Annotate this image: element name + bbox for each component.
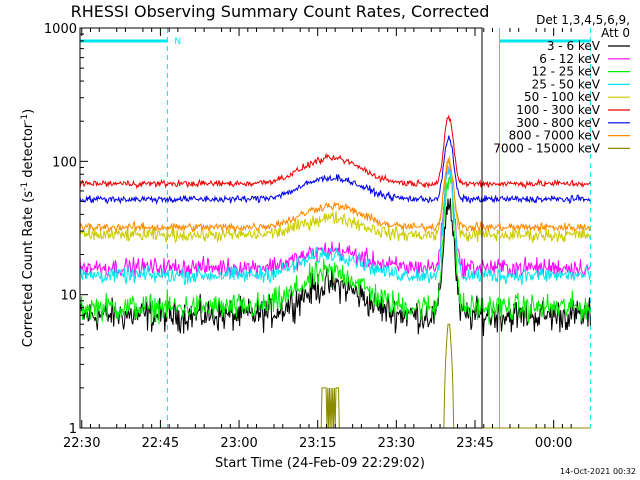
x-tick-label: 23:45 <box>456 436 493 451</box>
plot-frame <box>79 27 483 429</box>
series-line <box>79 198 591 337</box>
chart-title: RHESSI Observing Summary Count Rates, Co… <box>71 2 490 21</box>
y-tick-label: 1 <box>69 422 77 437</box>
y-tick-label: 1000 <box>44 22 77 37</box>
legend-label: 6 - 12 keV <box>539 52 601 66</box>
series-line <box>79 164 591 280</box>
series-line <box>79 158 591 234</box>
legend-label: 25 - 50 keV <box>532 77 601 91</box>
y-tick-label: 10 <box>60 289 77 304</box>
series-line <box>79 135 591 205</box>
x-axis: 22:30 22:45 23:00 23:15 23:30 23:45 00:00 <box>63 28 572 451</box>
legend-header-attenuator: Att 0 <box>601 26 630 40</box>
y-axis: 1 10 100 1000 <box>44 22 88 437</box>
legend-label: 7000 - 15000 keV <box>493 141 600 155</box>
legend-header-detectors: Det 1,3,4,5,6,9, <box>536 13 630 27</box>
y-axis-label-exponent: -1 <box>20 182 30 191</box>
y-axis-label-part: ) <box>21 109 36 114</box>
legend-label: 800 - 7000 keV <box>509 129 601 143</box>
x-axis-label: Start Time (24-Feb-09 22:29:02) <box>215 456 425 471</box>
x-tick-label: 00:00 <box>535 436 572 451</box>
legend-label: 3 - 6 keV <box>547 39 601 53</box>
x-tick-label: 23:00 <box>220 436 257 451</box>
series-line <box>79 114 591 190</box>
plot-area: N <box>79 28 591 429</box>
series-line <box>79 176 591 325</box>
x-tick-label: 22:30 <box>63 436 100 451</box>
series-line <box>80 323 591 429</box>
render-timestamp: 14-Oct-2021 00:32 <box>560 467 636 476</box>
legend-label: 12 - 25 keV <box>532 65 601 79</box>
series-line <box>79 167 591 286</box>
y-axis-label-exponent: -1 <box>20 114 30 123</box>
x-tick-label: 23:15 <box>299 436 336 451</box>
y-tick-label: 100 <box>52 155 77 170</box>
series-line <box>79 156 591 244</box>
x-tick-label: 22:45 <box>142 436 179 451</box>
y-axis-label-part: Corrected Count Rate (s <box>21 191 36 348</box>
x-tick-label: 23:30 <box>378 436 415 451</box>
legend-label: 100 - 300 keV <box>516 103 600 117</box>
legend-label: 300 - 800 keV <box>516 116 600 130</box>
night-marker: N <box>174 37 181 47</box>
y-axis-label: Corrected Count Rate (s-1 detector-1) <box>20 109 36 347</box>
y-axis-label-part: detector <box>21 122 36 182</box>
legend-label: 50 - 100 keV <box>524 90 601 104</box>
